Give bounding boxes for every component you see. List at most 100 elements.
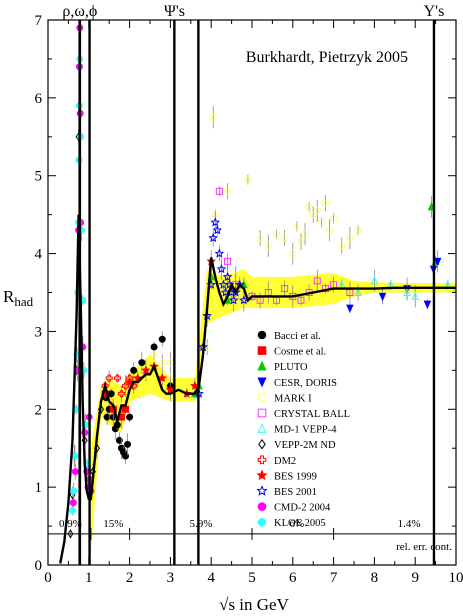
data-point: [208, 232, 219, 243]
legend-marker: [257, 330, 267, 340]
x-tick-label: 8: [371, 570, 379, 586]
legend-label: DM2: [274, 456, 296, 467]
legend-entry: Cosme et al.: [257, 346, 326, 358]
x-tick-label: 6: [289, 570, 297, 586]
x-tick-label: 9: [411, 570, 419, 586]
data-point: [281, 285, 289, 293]
data-point: [212, 225, 223, 235]
fit-curve-layer: [59, 214, 456, 564]
y-tick-label: 6: [35, 91, 43, 107]
y-axis-label: Rhad: [3, 287, 34, 309]
data-point: [224, 279, 235, 289]
data-point: [67, 529, 74, 539]
y-axis-label-sub: had: [14, 294, 33, 309]
legend-entry: CRYSTAL BALL: [257, 408, 350, 420]
data-point: [326, 226, 334, 234]
data-point: [150, 343, 158, 351]
series-dm2: [101, 370, 138, 421]
legend-marker: [258, 438, 266, 450]
x-axis-label: √s in GeV: [219, 595, 289, 614]
data-point: [293, 222, 301, 230]
data-point: [68, 507, 76, 514]
fit-curve: [59, 214, 456, 564]
data-point: [122, 452, 130, 460]
data-point: [330, 215, 338, 223]
legend-entry: Bacci et al.: [257, 330, 321, 342]
legend-marker: [257, 377, 267, 388]
x-tick-label: 0: [44, 570, 52, 586]
data-point: [256, 234, 264, 242]
y-tick-label: 2: [35, 402, 43, 418]
legend-entry: CMD-2 2004: [257, 502, 331, 514]
error-band-label: rel. err. cont.: [396, 541, 452, 553]
data-point: [297, 296, 305, 304]
legend-entry: CESR, DORIS: [257, 377, 337, 389]
legend-marker: [257, 360, 267, 371]
error-region-label: 6%: [290, 518, 305, 530]
series-crystal-ball: [215, 186, 354, 309]
data-point: [433, 257, 442, 267]
legend-entry: BES 1999: [256, 469, 317, 482]
data-point: [138, 359, 146, 367]
x-tick-label: 2: [126, 570, 134, 586]
legend-entry: DM2: [257, 455, 296, 467]
data-point: [354, 226, 362, 234]
data-point: [222, 271, 233, 282]
data-point: [244, 176, 252, 184]
legend-label: CMD-2 2004: [274, 503, 331, 514]
data-point: [117, 390, 125, 398]
y-tick-label: 7: [35, 13, 43, 29]
legend-label: Bacci et al.: [274, 331, 321, 342]
data-point: [141, 365, 151, 375]
legend-entry: BES 2001: [256, 485, 317, 498]
data-point: [122, 405, 130, 413]
legend-label: CRYSTAL BALL: [274, 409, 350, 420]
chart-title: Burkhardt, Pietrzyk 2005: [246, 49, 408, 66]
data-point: [158, 359, 166, 367]
resonance-label: Υ's: [424, 3, 445, 20]
data-point: [289, 250, 297, 258]
series-mark-i: [150, 106, 362, 391]
data-point: [321, 199, 329, 207]
error-region-label: 1.4%: [398, 518, 421, 530]
data-point: [305, 203, 313, 211]
data-point: [317, 218, 325, 226]
legend-entry: PLUTO: [257, 360, 308, 373]
data-point: [224, 257, 232, 265]
legend-label: PLUTO: [274, 362, 308, 373]
data-point: [338, 242, 346, 250]
data-point: [209, 113, 217, 121]
x-tick-label: 1: [85, 570, 93, 586]
data-point: [115, 436, 123, 444]
data-point: [301, 230, 309, 238]
data-point: [354, 287, 362, 296]
data-point: [126, 413, 134, 421]
data-point: [281, 234, 289, 242]
data-point: [216, 264, 227, 274]
legend-marker: [257, 502, 267, 511]
legend-label: BES 2001: [274, 487, 317, 498]
legend-entry: MARK I: [257, 393, 312, 404]
data-point: [264, 242, 272, 250]
data-point: [423, 300, 432, 309]
x-tick-label: 5: [248, 570, 256, 586]
data-point: [378, 292, 387, 302]
legend-marker: [256, 485, 268, 496]
data-point: [165, 384, 176, 394]
data-point: [346, 304, 354, 313]
data-point: [313, 207, 321, 215]
legend-marker: [257, 423, 267, 433]
legend-marker: [257, 408, 267, 418]
resonance-label: Ψ's: [164, 3, 185, 20]
x-tick-label: 7: [330, 570, 338, 586]
data-point: [113, 374, 121, 382]
data-point: [157, 373, 168, 383]
data-point: [69, 499, 77, 507]
legend-marker: [257, 455, 267, 465]
data-point: [158, 335, 166, 343]
legend-label: CESR, DORIS: [274, 378, 337, 389]
y-tick-label: 0: [35, 558, 43, 574]
y-axis-label-main: R: [3, 287, 15, 306]
legend-marker: [256, 469, 268, 481]
